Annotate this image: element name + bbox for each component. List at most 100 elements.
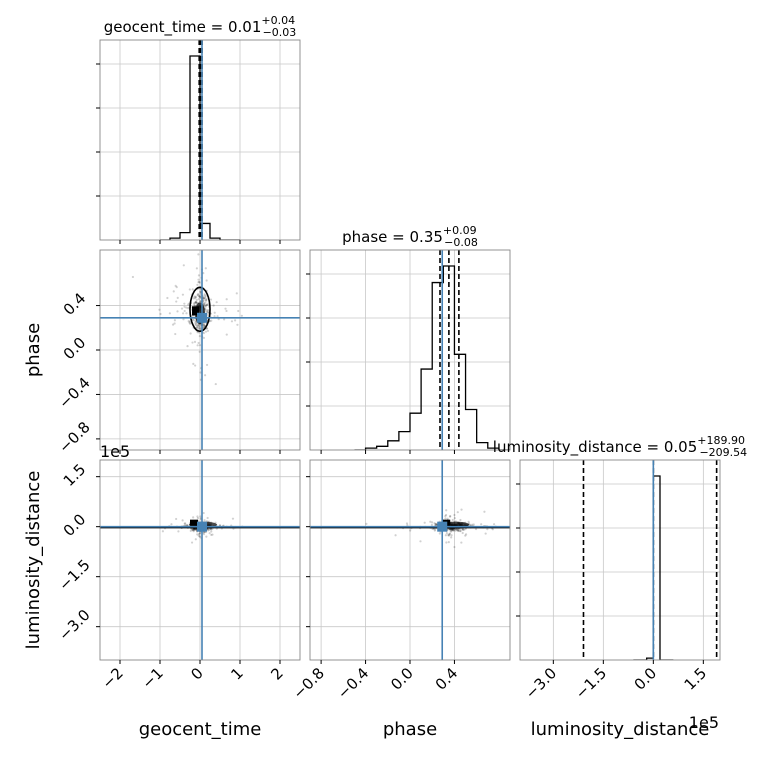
scatter-point <box>195 227 197 229</box>
scatter-point <box>206 528 210 531</box>
chart-marks: −0.8−0.40.00.4−2 −1 0 1 2−3.0−1.50.01.5−0.8−… <box>55 14 747 703</box>
y-tick-label: −0.8 <box>55 418 93 456</box>
scatter-point <box>471 523 474 526</box>
scatter-point <box>206 310 209 313</box>
title-luminosity_distance: luminosity_distance = 0.05+189.90 −209.54 <box>493 434 747 459</box>
scatter-point <box>451 528 454 532</box>
scatter-point <box>194 295 197 298</box>
panels <box>100 40 720 660</box>
scatter-point <box>195 301 198 304</box>
scatter-point <box>456 529 460 532</box>
scatter-point <box>199 300 202 303</box>
scatter-point <box>183 305 186 308</box>
y-tick-label: 0.0 <box>60 510 90 540</box>
title-phase: phase = 0.35+0.09 −0.08 <box>342 224 478 249</box>
scatter-point <box>196 325 199 328</box>
scatter-point <box>456 511 459 514</box>
scatter-point <box>192 297 195 300</box>
scatter-point <box>175 285 178 289</box>
scatter-point <box>194 323 197 327</box>
scatter-point <box>196 517 200 520</box>
scatter-point <box>204 295 207 298</box>
scatter-point <box>203 324 206 327</box>
scatter-point <box>419 540 422 543</box>
scatter-point <box>161 530 164 533</box>
scatter-point <box>216 315 219 318</box>
scatter-point <box>197 278 200 281</box>
density-block <box>192 306 199 316</box>
scatter-point <box>430 523 433 527</box>
scatter-point <box>205 298 208 301</box>
title-geocent_time: geocent_time = 0.01+0.04 −0.03 <box>104 14 297 39</box>
scatter-point <box>206 313 209 316</box>
scatter-point <box>194 301 197 304</box>
scatter-point <box>204 298 208 302</box>
scatter-point <box>193 304 196 307</box>
scatter-point <box>202 299 205 302</box>
scatter-point <box>199 515 202 518</box>
x-tick-label: −2 <box>98 664 126 692</box>
x-tick-label: −0.8 <box>289 664 327 702</box>
scatter-point <box>185 312 188 315</box>
scatter-point <box>198 532 201 535</box>
scatter-point <box>446 517 449 520</box>
scatter-point <box>176 310 179 313</box>
scatter-point <box>452 529 455 532</box>
y-tick-label: −0.4 <box>55 374 93 412</box>
scatter-point <box>206 311 210 314</box>
scatter-point <box>210 530 213 533</box>
scatter-point <box>193 302 196 305</box>
scatter-point <box>240 314 243 317</box>
scatter-point <box>198 281 201 284</box>
scatter-point <box>198 327 202 330</box>
scatter-point <box>192 528 195 531</box>
scatter-point <box>175 300 178 303</box>
scatter-point <box>199 291 202 294</box>
scatter-point <box>197 274 201 277</box>
scatter-point <box>429 520 432 523</box>
scatter-point <box>449 527 452 531</box>
panel-content-geocent_time-phase <box>100 227 300 450</box>
scatter-point <box>453 513 456 517</box>
scatter-point <box>204 304 207 307</box>
scatter-point <box>235 292 238 295</box>
scatter-point <box>199 327 202 330</box>
scatter-point <box>199 371 202 374</box>
scatter-point <box>451 518 454 522</box>
scatter-point <box>195 302 198 305</box>
scatter-point <box>448 528 452 531</box>
scatter-point <box>175 517 178 521</box>
scatter-point <box>195 300 198 303</box>
x-offset-label: 1e5 <box>689 713 719 732</box>
scatter-point <box>194 364 197 367</box>
scatter-point <box>459 529 462 533</box>
scatter-point <box>435 523 438 526</box>
scatter-point <box>202 297 205 300</box>
scatter-point <box>452 527 455 530</box>
scatter-point <box>448 528 452 531</box>
scatter-point <box>433 522 436 525</box>
scatter-point <box>454 528 457 531</box>
scatter-point <box>451 528 454 532</box>
scatter-point <box>444 514 447 518</box>
scatter-point <box>206 516 209 520</box>
scatter-point <box>444 534 447 537</box>
scatter-point <box>196 515 199 518</box>
scatter-point <box>202 324 205 327</box>
scatter-point <box>450 534 453 537</box>
scatter-point <box>172 290 175 293</box>
scatter-point <box>237 309 240 313</box>
scatter-point <box>213 315 216 318</box>
scatter-point <box>450 527 454 531</box>
scatter-point <box>493 523 496 526</box>
scatter-point <box>468 524 472 527</box>
scatter-point <box>451 528 454 531</box>
scatter-point <box>445 532 448 535</box>
scatter-point <box>197 292 200 296</box>
scatter-point <box>438 532 441 535</box>
scatter-point <box>203 325 206 328</box>
scatter-point <box>195 298 198 302</box>
scatter-point <box>174 284 177 287</box>
scatter-point <box>196 283 199 286</box>
